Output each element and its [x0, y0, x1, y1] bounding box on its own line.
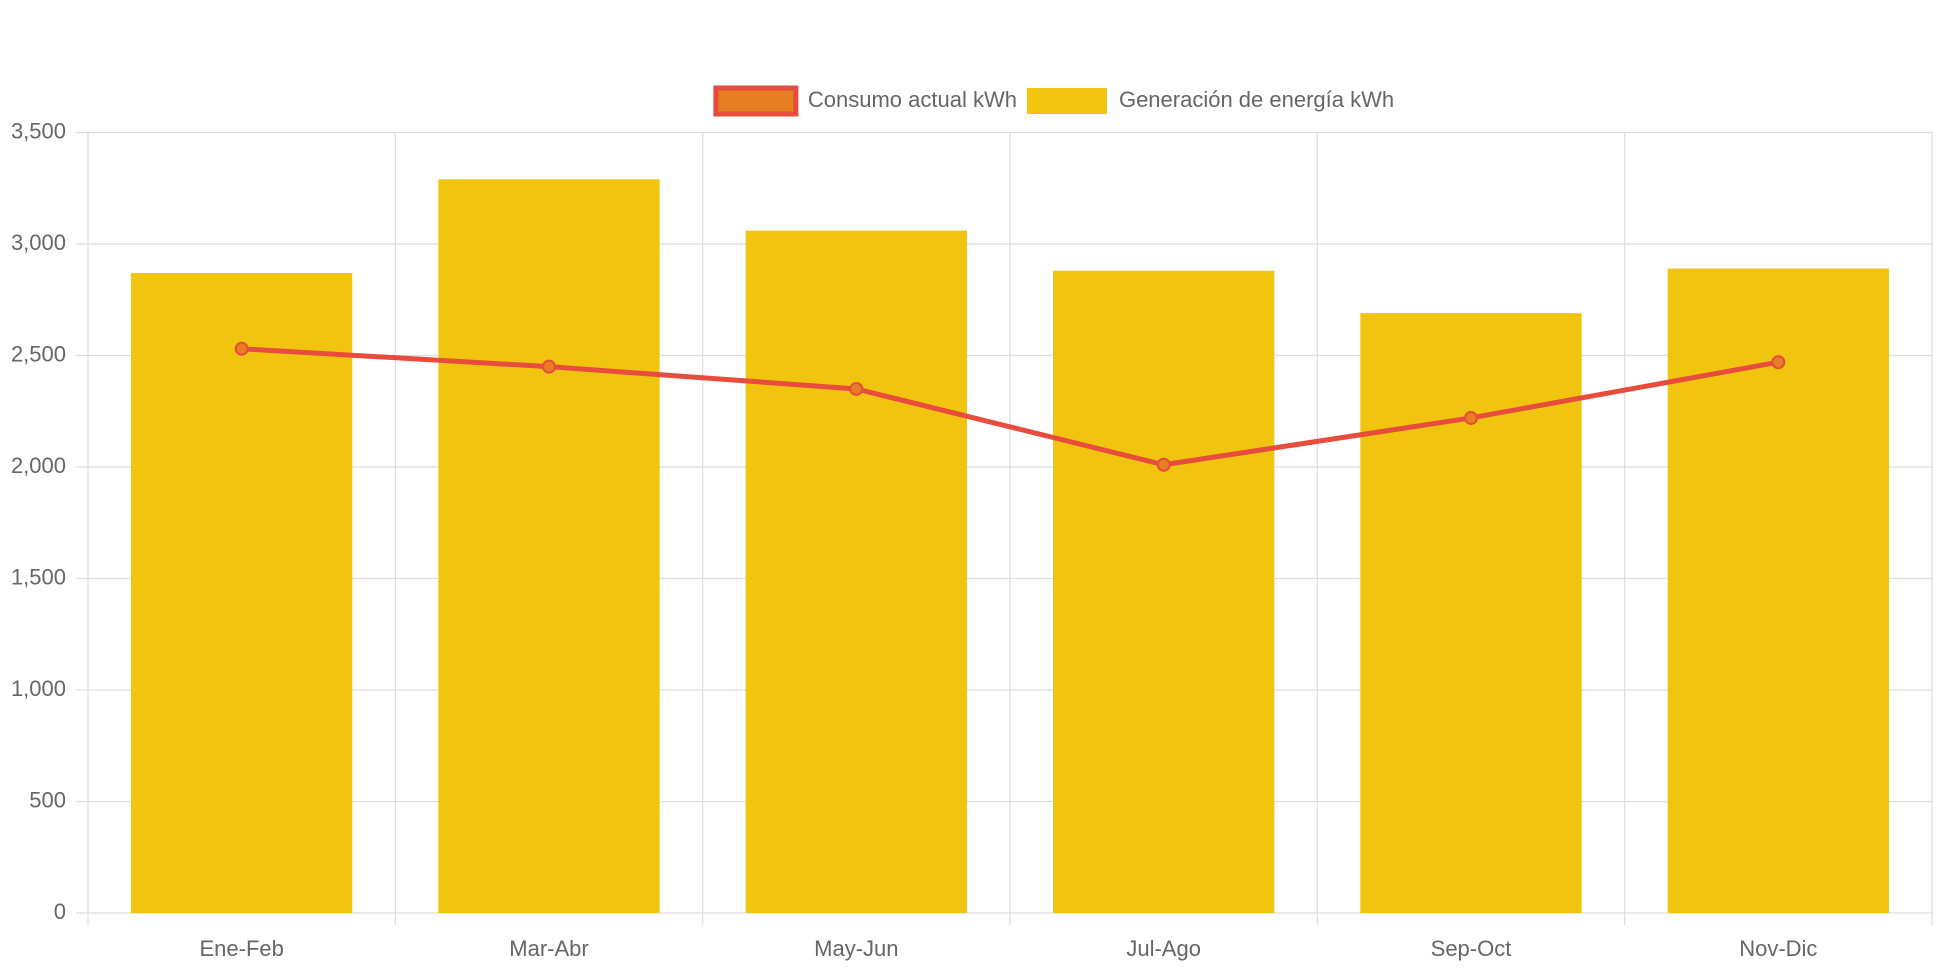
- y-tick-label: 1,000: [11, 676, 66, 701]
- legend-label: Consumo actual kWh: [808, 87, 1017, 112]
- bar: [131, 272, 353, 913]
- line-point: [542, 359, 556, 374]
- line: [241, 346, 1779, 468]
- y-tick-label: 2,500: [11, 341, 66, 366]
- bar: [438, 179, 660, 913]
- legend-label: Generación de energía kWh: [1119, 87, 1394, 112]
- line-point: [234, 341, 249, 356]
- x-tick-label: Mar-Abr: [509, 936, 588, 961]
- bar: [1053, 270, 1275, 913]
- y-tick-label: 500: [29, 787, 66, 812]
- line-point: [849, 381, 864, 396]
- x-tick-label: Nov-Dic: [1739, 936, 1817, 961]
- line-point: [1156, 457, 1171, 472]
- legend-swatch: [713, 85, 799, 117]
- bar: [745, 230, 967, 913]
- y-tick-label: 2,000: [11, 453, 66, 478]
- y-tick-label: 1,500: [11, 564, 66, 589]
- line-point: [1771, 355, 1786, 370]
- legend-swatch: [1026, 88, 1107, 114]
- x-tick-label: Jul-Ago: [1126, 936, 1201, 961]
- y-tick-label: 3,000: [11, 230, 66, 255]
- y-tick-label: 3,500: [11, 118, 66, 143]
- x-tick-label: Sep-Oct: [1431, 936, 1512, 961]
- line-point: [1464, 410, 1478, 425]
- x-tick-label: May-Jun: [814, 936, 898, 961]
- x-tick-label: Ene-Feb: [199, 936, 283, 961]
- y-tick-label: 0: [54, 899, 66, 924]
